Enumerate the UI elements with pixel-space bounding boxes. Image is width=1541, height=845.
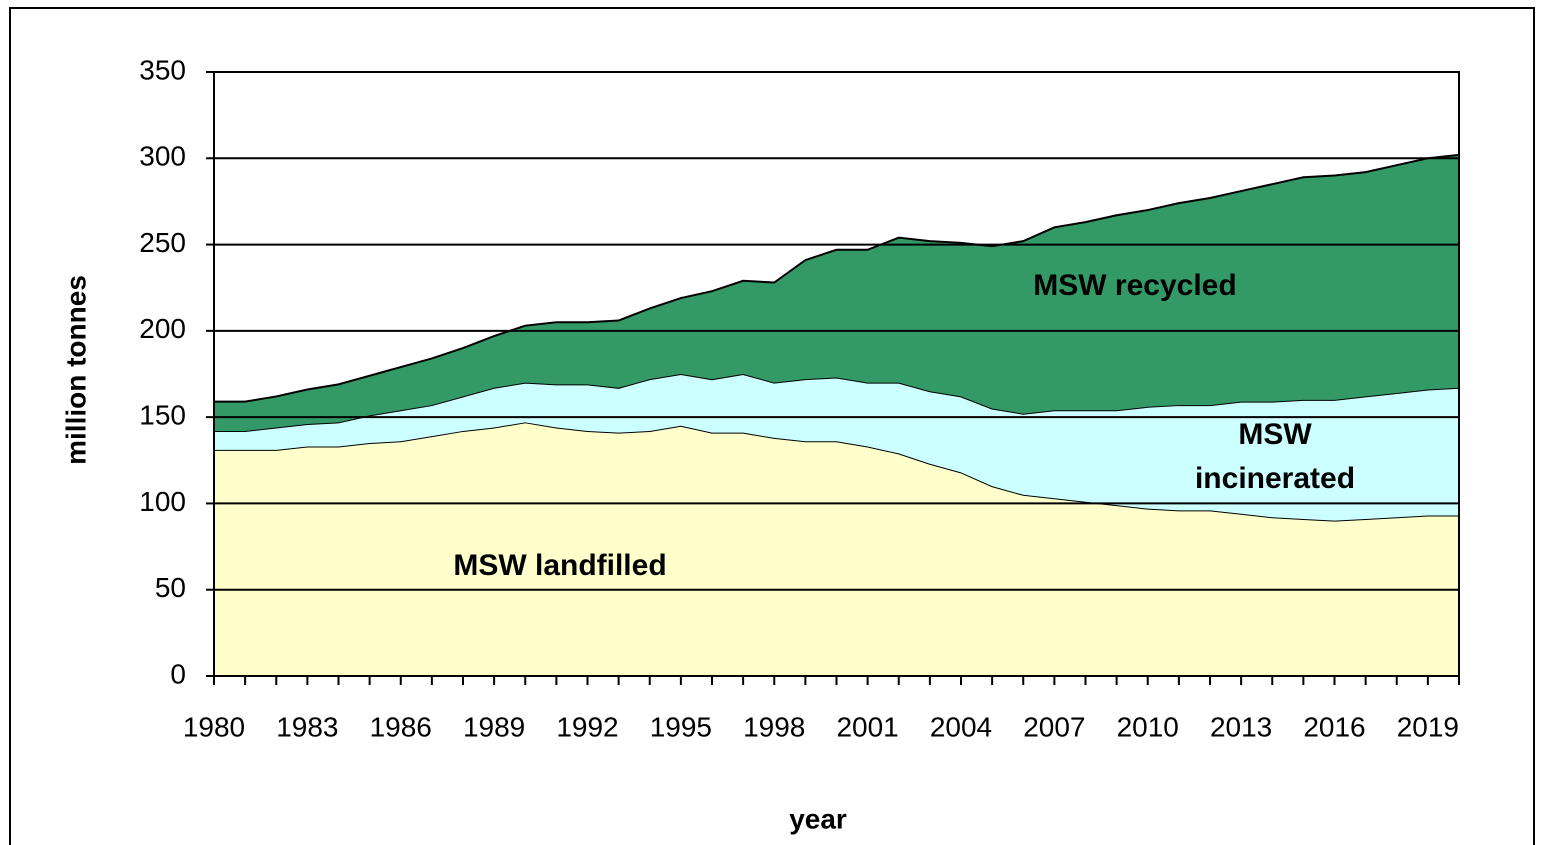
- x-tick-label: 1995: [650, 711, 712, 742]
- x-tick-label: 1983: [276, 711, 338, 742]
- x-tick-label: 1992: [556, 711, 618, 742]
- y-tick-label: 100: [139, 486, 186, 517]
- y-tick-label: 250: [139, 227, 186, 258]
- frame: [9, 7, 1535, 845]
- area-label: MSW recycled: [1033, 269, 1237, 302]
- x-tick-label: 1986: [370, 711, 432, 742]
- y-tick-label: 200: [139, 313, 186, 344]
- x-tick-label: 1980: [183, 711, 245, 742]
- y-axis-title: million tonnes: [60, 275, 91, 465]
- x-axis-title: year: [789, 803, 847, 834]
- area-label: MSW incinerated: [1194, 418, 1356, 495]
- x-tick-label: 2016: [1303, 711, 1365, 742]
- x-tick-label: 2010: [1117, 711, 1179, 742]
- x-tick-label: 1989: [463, 711, 525, 742]
- x-tick-label: 2013: [1210, 711, 1272, 742]
- y-tick-label: 300: [139, 141, 186, 172]
- y-tick-label: 50: [155, 572, 186, 603]
- x-tick-label: 1998: [743, 711, 805, 742]
- x-tick-label: 2001: [836, 711, 898, 742]
- x-tick-label: 2004: [930, 711, 992, 742]
- y-tick-label: 350: [139, 54, 186, 85]
- area-edge: [214, 153, 1460, 403]
- x-tick-label: 2019: [1397, 711, 1459, 742]
- area-label: MSW landfilled: [453, 549, 667, 582]
- x-tick-label: 2007: [1023, 711, 1085, 742]
- area: [214, 154, 1459, 431]
- y-tick-label: 0: [170, 658, 186, 689]
- y-tick-label: 150: [139, 400, 186, 431]
- area: [214, 422, 1459, 676]
- area: [214, 374, 1459, 521]
